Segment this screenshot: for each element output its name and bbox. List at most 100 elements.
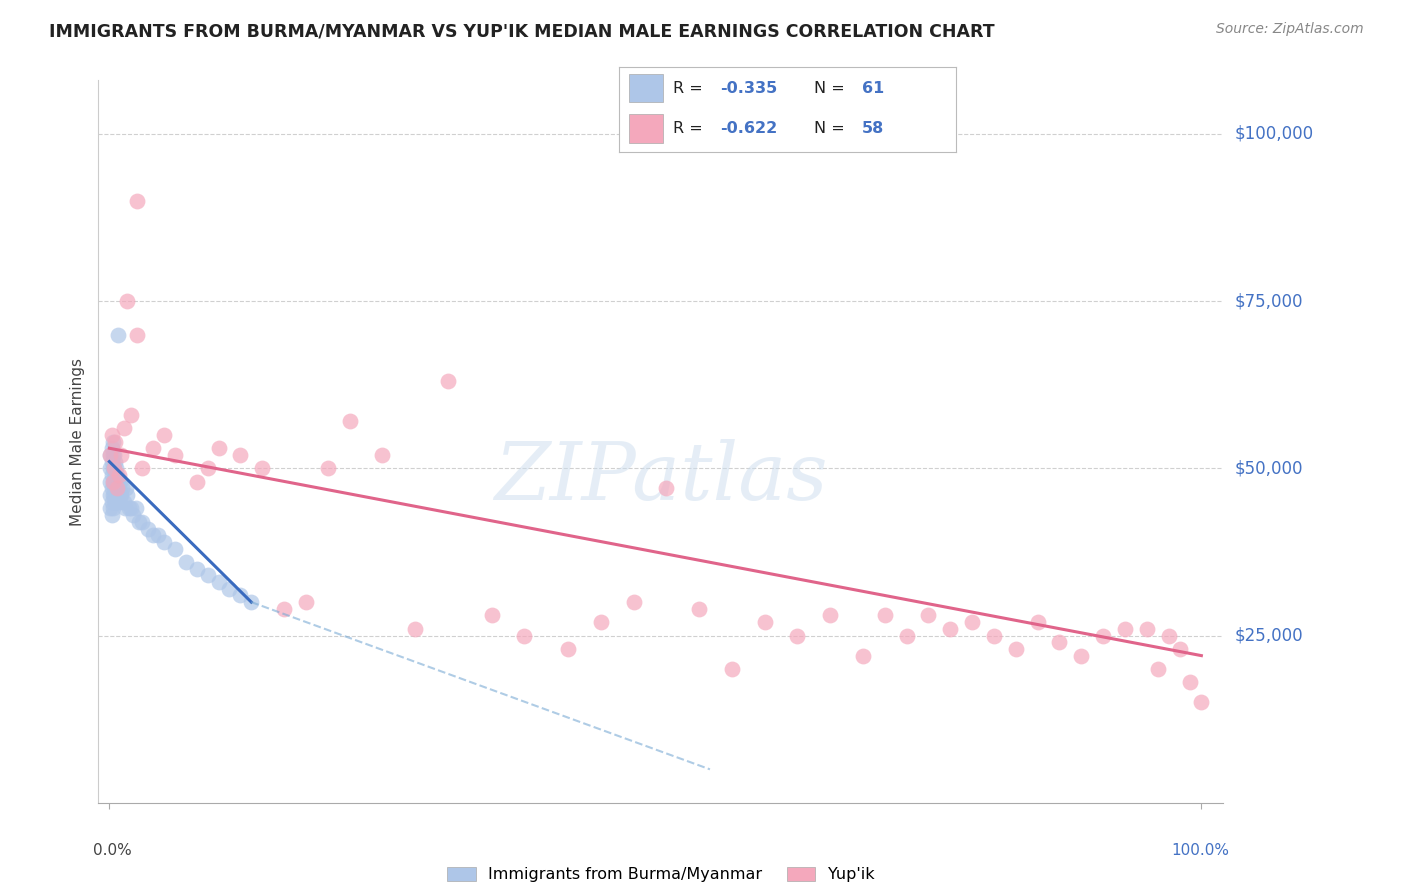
Point — [128, 515, 150, 529]
Point — [589, 615, 612, 630]
Point — [142, 441, 165, 455]
Text: IMMIGRANTS FROM BURMA/MYANMAR VS YUP'IK MEDIAN MALE EARNINGS CORRELATION CHART: IMMIGRANTS FROM BURMA/MYANMAR VS YUP'IK … — [49, 22, 995, 40]
Point — [107, 327, 129, 342]
Point — [110, 488, 132, 502]
Point — [917, 608, 939, 623]
Point — [852, 648, 875, 663]
Text: $75,000: $75,000 — [1234, 292, 1303, 310]
Text: -0.335: -0.335 — [720, 80, 778, 95]
Point — [115, 488, 138, 502]
Point — [105, 467, 128, 482]
Point — [105, 482, 128, 496]
Text: -0.622: -0.622 — [720, 121, 778, 136]
Point — [371, 448, 394, 462]
Point — [218, 582, 240, 596]
Point — [100, 494, 122, 508]
Text: N =: N = — [814, 121, 851, 136]
Point — [557, 642, 579, 657]
Text: 58: 58 — [862, 121, 884, 136]
Point — [124, 501, 146, 516]
Point — [163, 541, 186, 556]
Point — [481, 608, 503, 623]
Point — [131, 515, 153, 529]
Point — [1168, 642, 1191, 657]
Text: 0.0%: 0.0% — [93, 843, 132, 857]
Point — [114, 482, 136, 496]
Bar — [628, 74, 662, 103]
Point — [688, 602, 710, 616]
Point — [110, 475, 132, 489]
Point — [818, 608, 841, 623]
Text: R =: R = — [672, 121, 707, 136]
Point — [120, 408, 142, 422]
Y-axis label: Median Male Earnings: Median Male Earnings — [70, 358, 86, 525]
Point — [103, 461, 125, 475]
Point — [112, 421, 135, 435]
Point — [101, 448, 124, 462]
Point — [100, 441, 122, 455]
Point — [252, 461, 274, 475]
Point — [104, 475, 127, 489]
Point — [118, 501, 141, 516]
Point — [100, 461, 122, 475]
Legend: Immigrants from Burma/Myanmar, Yup'ik: Immigrants from Burma/Myanmar, Yup'ik — [440, 861, 882, 888]
Point — [114, 501, 136, 516]
Point — [273, 602, 295, 616]
Text: N =: N = — [814, 80, 851, 95]
Point — [104, 454, 127, 469]
Point — [104, 434, 127, 449]
Text: $100,000: $100,000 — [1234, 125, 1313, 143]
Point — [100, 448, 122, 462]
Point — [623, 595, 645, 609]
Point — [148, 528, 170, 542]
Point — [110, 488, 132, 502]
Point — [1157, 628, 1180, 642]
Point — [111, 482, 134, 496]
Point — [1004, 642, 1026, 657]
Point — [1047, 635, 1070, 649]
Point — [229, 448, 252, 462]
Point — [197, 461, 219, 475]
Point — [1136, 622, 1159, 636]
Point — [786, 628, 808, 642]
Point — [115, 293, 138, 308]
Point — [960, 615, 983, 630]
Point — [437, 375, 460, 389]
Point — [103, 461, 125, 475]
Point — [103, 488, 125, 502]
Point — [1114, 622, 1136, 636]
Point — [1189, 696, 1212, 710]
Point — [939, 622, 962, 636]
Point — [100, 467, 122, 482]
Point — [153, 427, 176, 442]
Point — [108, 467, 131, 482]
Bar — [628, 114, 662, 143]
Point — [100, 448, 122, 462]
Point — [107, 475, 129, 489]
Point — [100, 475, 122, 489]
Point — [655, 482, 678, 496]
Point — [1180, 675, 1202, 690]
Point — [104, 461, 127, 475]
Point — [101, 475, 124, 489]
Point — [100, 501, 122, 516]
Point — [720, 662, 742, 676]
Point — [142, 528, 165, 542]
Text: 61: 61 — [862, 80, 884, 95]
Point — [103, 448, 125, 462]
Point — [101, 475, 124, 489]
Text: Source: ZipAtlas.com: Source: ZipAtlas.com — [1216, 22, 1364, 37]
Point — [101, 461, 124, 475]
Point — [197, 568, 219, 582]
Point — [896, 628, 918, 642]
Point — [105, 482, 128, 496]
Point — [100, 482, 122, 496]
Point — [100, 454, 122, 469]
Point — [112, 494, 135, 508]
Point — [100, 488, 122, 502]
Point — [100, 427, 122, 442]
Point — [105, 494, 128, 508]
Point — [108, 494, 131, 508]
Point — [101, 501, 124, 516]
Point — [207, 575, 229, 590]
